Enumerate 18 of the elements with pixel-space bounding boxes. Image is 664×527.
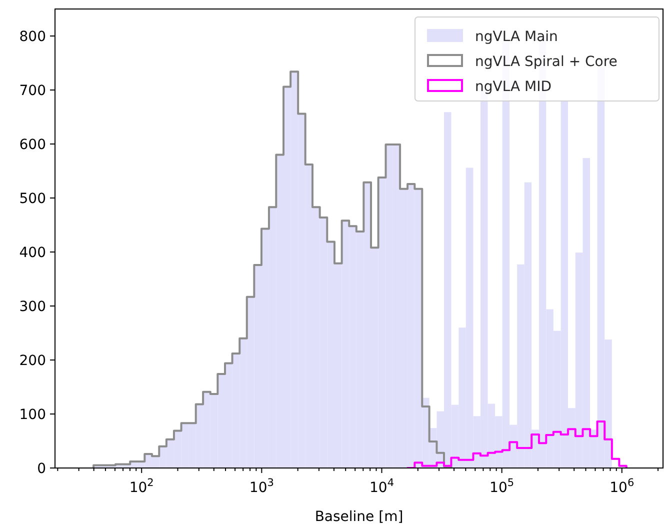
y-tick-label: 0 xyxy=(37,461,46,477)
y-tick-label: 100 xyxy=(19,407,46,423)
y-tick-label: 500 xyxy=(19,191,46,207)
legend-label: ngVLA Main xyxy=(475,29,558,45)
x-axis-title: Baseline [m] xyxy=(314,509,404,525)
y-tick-label: 200 xyxy=(19,353,46,369)
x-tick-label: 10$^{5}$ xyxy=(490,477,514,496)
x-tick-label: 10$^{2}$ xyxy=(129,477,154,496)
y-tick-label: 800 xyxy=(19,29,46,45)
y-tick-label: 600 xyxy=(19,137,46,153)
x-tick-label: 10$^{3}$ xyxy=(249,477,274,496)
legend-label: ngVLA MID xyxy=(475,79,552,95)
x-tick-label: 10$^{4}$ xyxy=(369,477,394,496)
legend-label: ngVLA Spiral + Core xyxy=(475,54,618,70)
y-tick-label: 700 xyxy=(19,83,46,99)
y-tick-label: 300 xyxy=(19,299,46,315)
y-tick-label: 400 xyxy=(19,245,46,261)
x-tick-label: 10$^{6}$ xyxy=(610,477,634,496)
